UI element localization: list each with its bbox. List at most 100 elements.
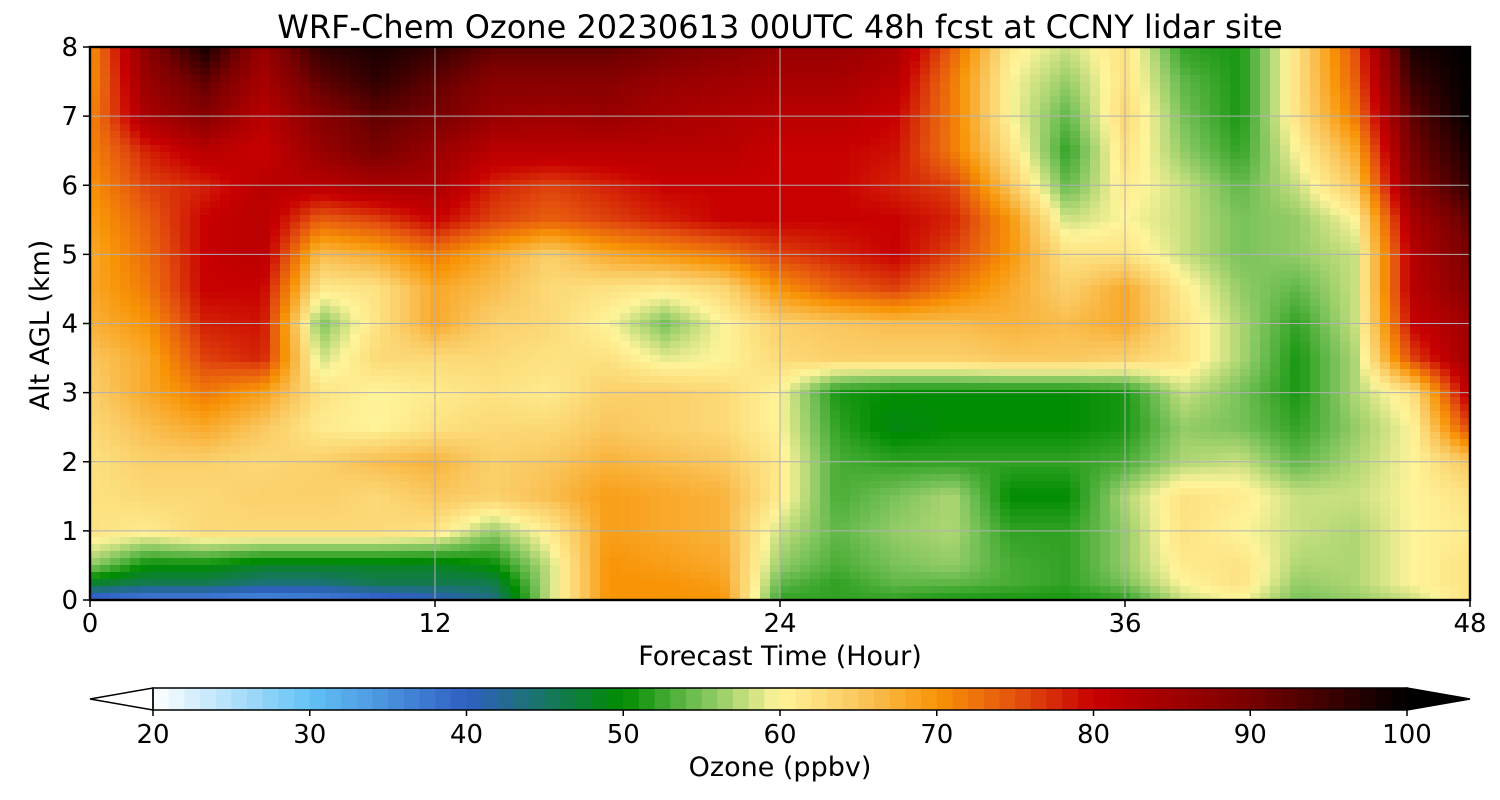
heatmap-cell (160, 103, 171, 111)
heatmap-cell (980, 159, 991, 167)
heatmap-cell (960, 278, 971, 286)
heatmap-cell (570, 250, 581, 258)
heatmap-cell (310, 103, 321, 111)
heatmap-cell (330, 271, 341, 279)
heatmap-cell (900, 243, 911, 251)
heatmap-cell (660, 47, 671, 55)
heatmap-cell (1190, 278, 1201, 286)
heatmap-cell (1350, 47, 1361, 55)
heatmap-cell (800, 61, 811, 69)
heatmap-cell (940, 250, 951, 258)
heatmap-cell (1310, 250, 1321, 258)
heatmap-cell (510, 201, 521, 209)
heatmap-cell (1390, 89, 1401, 97)
heatmap-cell (900, 152, 911, 160)
heatmap-cell (150, 145, 161, 153)
heatmap-cell (780, 89, 791, 97)
heatmap-cell (390, 166, 401, 174)
heatmap-cell (800, 194, 811, 202)
heatmap-cell (920, 292, 931, 300)
heatmap-cell (1280, 103, 1291, 111)
heatmap-cell (890, 131, 901, 139)
heatmap-cell (1300, 215, 1311, 223)
heatmap-cell (620, 271, 631, 279)
heatmap-cell (510, 110, 521, 118)
heatmap-cell (390, 47, 401, 55)
heatmap-cell (590, 82, 601, 90)
heatmap-cell (690, 47, 701, 55)
heatmap-cell (300, 68, 311, 76)
heatmap-cell (870, 68, 881, 76)
heatmap-cell (570, 222, 581, 230)
heatmap-cell (680, 222, 691, 230)
heatmap-cell (320, 194, 331, 202)
heatmap-cell (390, 103, 401, 111)
heatmap-cell (960, 117, 971, 125)
heatmap-cell (1110, 264, 1121, 272)
heatmap-cell (1450, 159, 1461, 167)
heatmap-cell (640, 75, 651, 83)
heatmap-cell (1400, 131, 1411, 139)
heatmap-cell (400, 131, 411, 139)
heatmap-cell (1340, 166, 1351, 174)
heatmap-cell (830, 271, 841, 279)
heatmap-cell (350, 82, 361, 90)
heatmap-cell (1070, 222, 1081, 230)
heatmap-cell (270, 173, 281, 181)
heatmap-cell (690, 131, 701, 139)
heatmap-cell (1230, 89, 1241, 97)
heatmap-cell (120, 208, 131, 216)
heatmap-cell (1090, 54, 1101, 62)
heatmap-cell (1020, 250, 1031, 258)
heatmap-cell (1440, 131, 1451, 139)
heatmap-cell (970, 54, 981, 62)
heatmap-cell (280, 103, 291, 111)
heatmap-cell (1110, 208, 1121, 216)
heatmap-cell (1200, 173, 1211, 181)
heatmap-cell (1170, 159, 1181, 167)
heatmap-cell (420, 194, 431, 202)
heatmap-cell (290, 68, 301, 76)
heatmap-cell (100, 187, 111, 195)
heatmap-cell (1290, 82, 1301, 90)
heatmap-cell (390, 159, 401, 167)
heatmap-cell (830, 194, 841, 202)
heatmap-cell (760, 180, 771, 188)
heatmap-cell (880, 201, 891, 209)
heatmap-cell (240, 180, 251, 188)
heatmap-cell (1240, 75, 1251, 83)
heatmap-cell (770, 138, 781, 146)
heatmap-cell (440, 54, 451, 62)
heatmap-cell (340, 201, 351, 209)
heatmap-cell (1400, 229, 1411, 237)
heatmap-cell (480, 264, 491, 272)
heatmap-cell (1300, 145, 1311, 153)
heatmap-cell (1130, 75, 1141, 83)
heatmap-cell (1450, 243, 1461, 251)
heatmap-cell (620, 222, 631, 230)
heatmap-cell (1430, 159, 1441, 167)
heatmap-cell (710, 285, 721, 293)
heatmap-cell (570, 103, 581, 111)
heatmap-cell (150, 208, 161, 216)
heatmap-cell (140, 271, 151, 279)
heatmap-cell (820, 82, 831, 90)
heatmap-cell (590, 292, 601, 300)
heatmap-cell (540, 264, 551, 272)
heatmap-cell (1410, 222, 1421, 230)
heatmap-cell (1050, 131, 1061, 139)
heatmap-cell (1230, 152, 1241, 160)
heatmap-cell (170, 187, 181, 195)
heatmap-cell (140, 61, 151, 69)
heatmap-cell (330, 124, 341, 132)
heatmap-cell (280, 229, 291, 237)
heatmap-cell (1260, 180, 1271, 188)
heatmap-cell (1390, 285, 1401, 293)
heatmap-cell (1160, 159, 1171, 167)
heatmap-cell (1200, 47, 1211, 55)
heatmap-cell (220, 236, 231, 244)
heatmap-cell (990, 208, 1001, 216)
heatmap-cell (870, 89, 881, 97)
heatmap-cell (990, 145, 1001, 153)
heatmap-cell (510, 194, 521, 202)
